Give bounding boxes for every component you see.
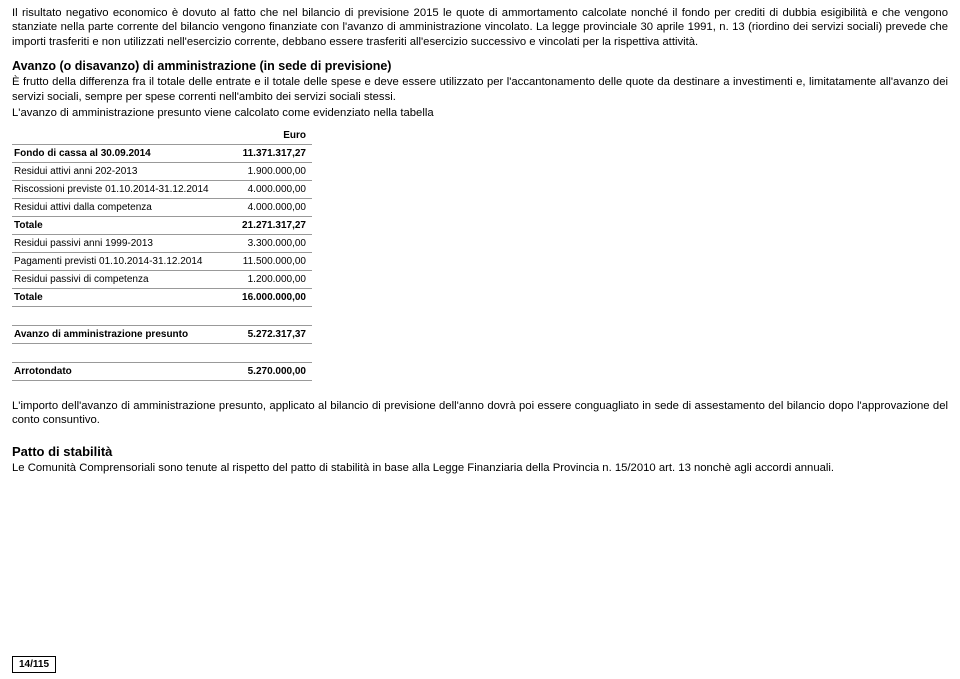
- table-row-label: Totale: [12, 216, 222, 234]
- avanzo-line-2: L'avanzo di amministrazione presunto vie…: [12, 106, 948, 120]
- table-row-label: Residui passivi di competenza: [12, 270, 222, 288]
- avanzo-table: EuroFondo di cassa al 30.09.201411.371.3…: [12, 127, 312, 381]
- arrotondato-value: 5.270.000,00: [222, 362, 312, 380]
- table-row-value: 16.000.000,00: [222, 288, 312, 306]
- table-row-label: Fondo di cassa al 30.09.2014: [12, 144, 222, 162]
- table-row-value: 4.000.000,00: [222, 180, 312, 198]
- spacer: [222, 343, 312, 362]
- page-number: 14/115: [12, 656, 56, 673]
- spacer: [12, 306, 222, 325]
- presunto-value: 5.272.317,37: [222, 325, 312, 343]
- table-row-label: Residui attivi anni 202-2013: [12, 162, 222, 180]
- table-row-value: 11.500.000,00: [222, 252, 312, 270]
- spacer: [222, 306, 312, 325]
- table-header-value: Euro: [222, 127, 312, 145]
- patto-text: Le Comunità Comprensoriali sono tenute a…: [12, 461, 948, 475]
- table-row-value: 1.200.000,00: [222, 270, 312, 288]
- avanzo-line-1: È frutto della differenza fra il totale …: [12, 75, 948, 104]
- table-row-value: 21.271.317,27: [222, 216, 312, 234]
- table-row-label: Totale: [12, 288, 222, 306]
- table-row-value: 1.900.000,00: [222, 162, 312, 180]
- avanzo-heading: Avanzo (o disavanzo) di amministrazione …: [12, 59, 948, 73]
- table-row-value: 4.000.000,00: [222, 198, 312, 216]
- presunto-label: Avanzo di amministrazione presunto: [12, 325, 222, 343]
- spacer: [12, 343, 222, 362]
- table-row-label: Riscossioni previste 01.10.2014-31.12.20…: [12, 180, 222, 198]
- conguaglio-paragraph: L'importo dell'avanzo di amministrazione…: [12, 399, 948, 428]
- arrotondato-label: Arrotondato: [12, 362, 222, 380]
- table-header-blank: [12, 127, 222, 145]
- table-row-label: Residui passivi anni 1999-2013: [12, 234, 222, 252]
- table-row-value: 11.371.317,27: [222, 144, 312, 162]
- intro-paragraph: Il risultato negativo economico è dovuto…: [12, 6, 948, 49]
- table-row-value: 3.300.000,00: [222, 234, 312, 252]
- patto-heading: Patto di stabilità: [12, 444, 948, 459]
- table-row-label: Residui attivi dalla competenza: [12, 198, 222, 216]
- table-row-label: Pagamenti previsti 01.10.2014-31.12.2014: [12, 252, 222, 270]
